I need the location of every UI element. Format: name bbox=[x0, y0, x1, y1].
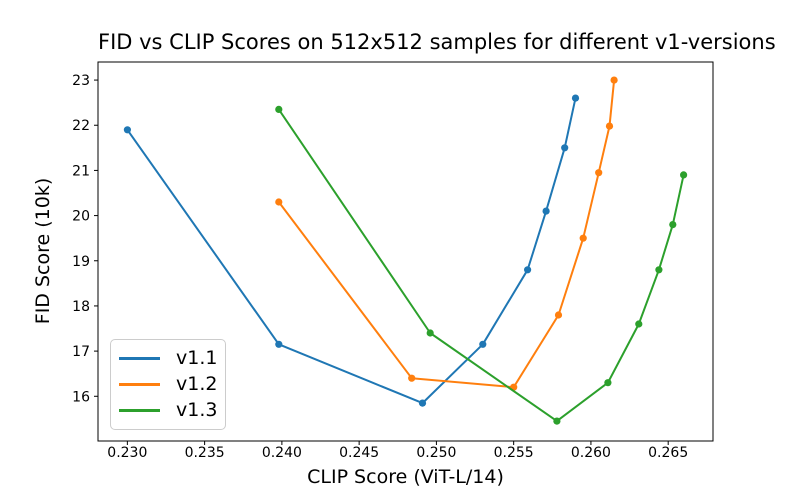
data-point-v1.1 bbox=[571, 94, 580, 102]
data-point-v1.1 bbox=[542, 207, 550, 215]
legend-line-sample-v1-2 bbox=[119, 382, 160, 386]
data-point-v1.3 bbox=[655, 266, 663, 274]
y-tick-label: 16 bbox=[72, 389, 90, 405]
data-point-v1.1 bbox=[561, 144, 569, 152]
data-point-v1.1 bbox=[479, 340, 487, 348]
legend: v1.1 v1.2 v1.3 bbox=[110, 339, 226, 430]
x-tick-label: 0.245 bbox=[339, 445, 379, 461]
data-point-v1.3 bbox=[680, 171, 688, 179]
data-point-v1.2 bbox=[554, 311, 563, 319]
x-tick-label: 0.250 bbox=[416, 445, 456, 461]
y-tick-label: 21 bbox=[72, 163, 90, 179]
x-tick-label: 0.260 bbox=[571, 445, 611, 461]
y-tick-label: 18 bbox=[72, 299, 90, 315]
series-line-v1.2 bbox=[278, 80, 616, 389]
data-point-v1.2 bbox=[408, 374, 416, 382]
data-point-v1.1 bbox=[524, 266, 532, 274]
legend-label-v1-1: v1.1 bbox=[176, 346, 218, 369]
y-tick-label: 20 bbox=[72, 209, 90, 225]
data-point-v1.2 bbox=[275, 198, 283, 206]
x-tick-label: 0.230 bbox=[107, 445, 147, 461]
legend-line-sample-v1-1 bbox=[119, 356, 160, 360]
chart-title: FID vs CLIP Scores on 512x512 samples fo… bbox=[98, 30, 776, 54]
x-tick-label: 0.235 bbox=[185, 445, 225, 461]
series-line-v1.3 bbox=[277, 108, 685, 423]
legend-label-v1-2: v1.2 bbox=[176, 372, 218, 395]
axes-frame bbox=[97, 61, 714, 442]
x-tick-label: 0.265 bbox=[648, 445, 688, 461]
data-point-v1.1 bbox=[123, 126, 131, 134]
legend-entry-v1-3: v1.3 bbox=[119, 401, 217, 420]
data-point-v1.2 bbox=[610, 76, 618, 84]
y-tick-label: 17 bbox=[72, 344, 90, 360]
data-point-v1.1 bbox=[418, 399, 427, 407]
x-axis-label: CLIP Score (ViT-L/14) bbox=[307, 466, 504, 488]
data-point-v1.2 bbox=[595, 169, 603, 177]
y-tick-label: 19 bbox=[72, 254, 90, 270]
data-point-v1.3 bbox=[635, 320, 643, 328]
y-axis-label: FID Score (10k) bbox=[32, 177, 54, 325]
data-point-v1.3 bbox=[553, 417, 561, 425]
data-point-v1.3 bbox=[669, 221, 677, 229]
y-tick-label: 23 bbox=[72, 73, 90, 89]
series-line-v1.1 bbox=[126, 97, 577, 405]
data-point-v1.2 bbox=[605, 122, 614, 130]
legend-entry-v1-2: v1.2 bbox=[119, 372, 218, 395]
legend-entry-v1-1: v1.1 bbox=[119, 346, 218, 369]
legend-label-v1-3: v1.3 bbox=[176, 399, 218, 422]
x-tick-label: 0.255 bbox=[494, 445, 534, 461]
data-point-v1.3 bbox=[275, 105, 283, 113]
x-tick-label: 0.240 bbox=[262, 445, 302, 461]
legend-line-sample-v1-3 bbox=[119, 409, 160, 413]
y-tick-label: 22 bbox=[72, 118, 90, 134]
data-point-v1.3 bbox=[426, 329, 434, 337]
data-point-v1.1 bbox=[275, 340, 283, 348]
data-point-v1.2 bbox=[579, 234, 587, 242]
data-point-v1.3 bbox=[604, 379, 612, 387]
